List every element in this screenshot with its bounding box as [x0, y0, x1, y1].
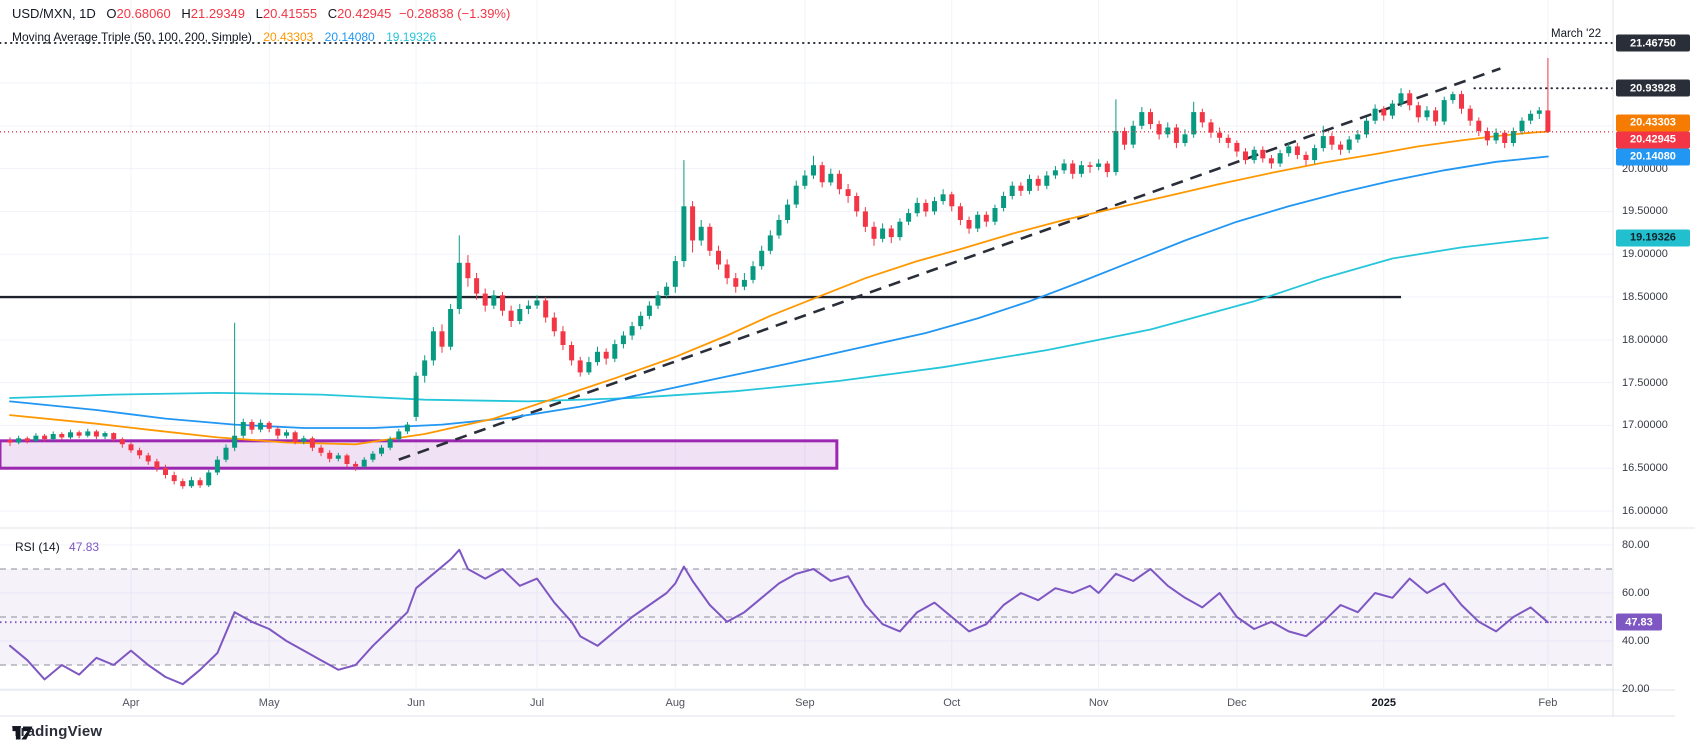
ma-line: [9, 548, 1549, 686]
ma-indicator-legend[interactable]: Moving Average Triple (50, 100, 200, Sim…: [12, 30, 436, 44]
price-axis-label: 19.50000: [1622, 205, 1668, 218]
rsi-params: (14): [38, 540, 60, 554]
symbol-title: USD/MXN, 1D: [12, 6, 96, 21]
rsi-axis-label: 40.00: [1622, 635, 1650, 647]
price-axis-label: 18.00000: [1622, 333, 1668, 346]
rsi-axis-label: 80.00: [1622, 539, 1650, 551]
price-badge: 20.14080: [1616, 148, 1690, 166]
high-value: 21.29349: [190, 6, 246, 21]
rsi-indicator-legend[interactable]: RSI (14) 47.83: [15, 540, 99, 554]
open-label: O: [106, 6, 117, 21]
ma-line: [9, 130, 1549, 446]
month-label-nov: Nov: [1088, 697, 1109, 709]
trendline[interactable]: [398, 67, 1501, 461]
price-axis-label: 16.00000: [1622, 505, 1668, 518]
rsi-axis-label: 20.00: [1622, 683, 1650, 695]
month-label-jun: Jun: [407, 697, 425, 709]
price-axis-label: 20.00000: [1622, 162, 1668, 175]
ma-indicator-title: Moving Average Triple (50, 100, 200, Sim…: [12, 30, 252, 44]
price-axis-label: 17.50000: [1622, 376, 1668, 389]
close-label: C: [327, 6, 338, 21]
month-label-dec: Dec: [1227, 697, 1247, 709]
rsi-value: 47.83: [69, 540, 100, 554]
price-badge: 20.42945: [1616, 131, 1690, 149]
rsi-badge: 47.83: [1616, 613, 1662, 631]
candlestick-series: [7, 57, 1551, 489]
support-zone-rectangle[interactable]: [0, 439, 839, 470]
low-label: L: [255, 6, 263, 21]
rsi-title: RSI: [15, 540, 36, 554]
tradingview-icon: [12, 726, 33, 740]
month-label-feb: Feb: [1538, 697, 1558, 709]
symbol-legend[interactable]: USD/MXN, 1D O20.68060 H21.29349 L20.4155…: [12, 6, 510, 21]
month-label-2025: 2025: [1371, 697, 1396, 709]
high-label: H: [181, 6, 191, 21]
month-label-sep: Sep: [795, 697, 815, 709]
open-value: 20.68060: [116, 6, 171, 21]
ma-line: [9, 236, 1549, 403]
month-label-apr: Apr: [122, 697, 140, 709]
ma100-value: 20.14080: [324, 30, 375, 44]
rsi-axis-label: 60.00: [1622, 587, 1650, 599]
march22-annotation: March '22: [1551, 28, 1602, 40]
price-axis-label: 18.50000: [1622, 291, 1668, 304]
change-value: −0.28838 (−1.39%): [399, 6, 511, 21]
ma-line: [9, 155, 1549, 429]
month-label-oct: Oct: [943, 697, 961, 709]
price-axis-label: 16.50000: [1622, 462, 1668, 475]
close-value: 20.42945: [337, 6, 392, 21]
month-label-jul: Jul: [530, 697, 545, 709]
month-label-may: May: [258, 697, 280, 709]
low-value: 20.41555: [262, 6, 318, 21]
ma200-value: 19.19326: [386, 30, 437, 44]
price-axis-label: 17.00000: [1622, 419, 1668, 432]
price-axis-label: 19.00000: [1622, 248, 1668, 261]
tradingview-wordmark: TradingView: [12, 723, 103, 740]
price-badge: 19.19326: [1616, 229, 1690, 247]
ma50-value: 20.43303: [263, 30, 314, 44]
price-badge: 21.46750: [1616, 34, 1690, 52]
price-badge: 20.93928: [1616, 79, 1690, 97]
month-label-aug: Aug: [665, 697, 686, 709]
tradingview-logo[interactable]: TradingView: [12, 723, 102, 740]
price-badge: 20.43303: [1616, 114, 1690, 132]
